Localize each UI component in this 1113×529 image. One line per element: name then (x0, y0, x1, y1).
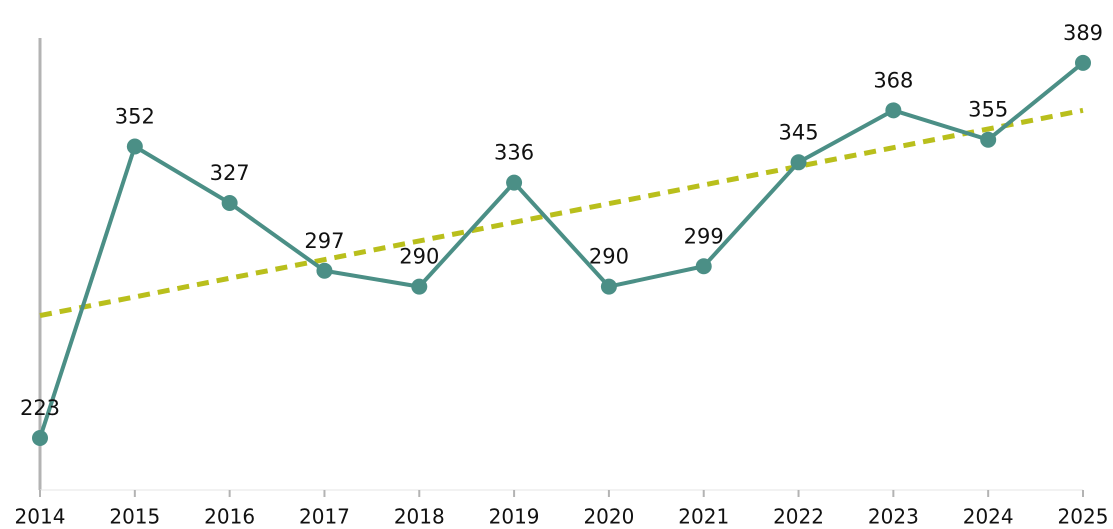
x-tick-label: 2024 (963, 505, 1014, 529)
point (411, 278, 428, 295)
point (506, 174, 523, 191)
point (1075, 54, 1091, 71)
point (885, 102, 902, 119)
x-tick-label: 2017 (299, 505, 350, 529)
x-tick-label: 2025 (1058, 505, 1109, 529)
value-label: 299 (684, 224, 724, 248)
value-label: 352 (115, 104, 155, 128)
value-label: 345 (778, 120, 818, 144)
value-label: 355 (968, 98, 1008, 122)
x-tick-label: 2021 (678, 505, 729, 529)
value-label: 290 (399, 245, 439, 269)
point (790, 154, 807, 171)
value-label: 336 (494, 141, 534, 165)
value-label: 389 (1063, 21, 1103, 45)
series-line (38, 61, 1085, 439)
value-label: 290 (589, 245, 629, 269)
point (221, 194, 238, 211)
point (980, 131, 997, 148)
value-label: 327 (210, 161, 250, 185)
value-label: 223 (20, 396, 60, 420)
value-label: 368 (873, 68, 913, 92)
point (600, 278, 617, 295)
point (316, 262, 333, 279)
point (32, 430, 48, 447)
x-tick-label: 2022 (773, 505, 824, 529)
x-tick-label: 2016 (204, 505, 255, 529)
point (126, 138, 143, 155)
x-tick-label: 2014 (15, 505, 66, 529)
x-tick-label: 2023 (868, 505, 919, 529)
value-label: 297 (304, 229, 344, 253)
x-tick-label: 2020 (583, 505, 634, 529)
trendline (39, 107, 1084, 319)
x-tick-label: 2019 (489, 505, 540, 529)
x-tick-label: 2015 (109, 505, 160, 529)
point (695, 258, 712, 275)
x-tick-label: 2018 (394, 505, 445, 529)
